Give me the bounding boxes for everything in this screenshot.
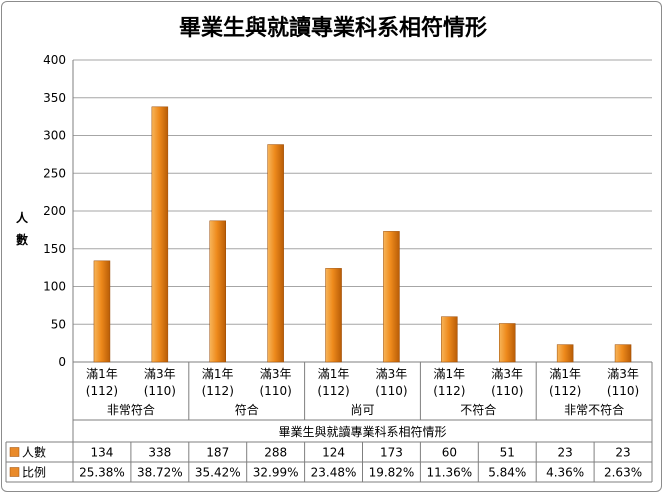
- table-cell: 187: [206, 446, 229, 460]
- y-tick-label: 100: [43, 280, 66, 294]
- legend-swatch: [9, 467, 20, 477]
- x-category-label: 滿1年: [549, 367, 581, 381]
- legend-series-name: 比例: [22, 466, 46, 480]
- legend-series-name: 人數: [22, 446, 46, 460]
- table-cell: 2.63%: [604, 466, 642, 480]
- table-cell: 35.42%: [195, 466, 241, 480]
- table-cell: 338: [148, 446, 171, 460]
- table-cell: 124: [322, 446, 345, 460]
- x-category-sublabel: (110): [375, 384, 407, 398]
- legend-swatch: [9, 447, 20, 457]
- y-label-char: 數: [16, 232, 28, 247]
- table-cell: 23.48%: [311, 466, 357, 480]
- x-category-label: 滿1年: [318, 367, 350, 381]
- table-cell: 5.84%: [488, 466, 526, 480]
- bar: [499, 323, 516, 363]
- bar: [267, 144, 284, 363]
- x-category-label: 滿1年: [86, 367, 118, 381]
- y-axis-ticks: 0 50 100 150 200 250 300 350 400: [43, 53, 66, 369]
- x-category-label: 滿1年: [202, 367, 234, 381]
- x-group-label: 符合: [235, 402, 259, 417]
- y-tick-label: 0: [58, 355, 66, 369]
- y-tick-label: 350: [43, 91, 66, 105]
- table-cell: 134: [90, 446, 113, 460]
- table-cell: 51: [500, 446, 515, 460]
- y-tick-label: 250: [43, 166, 66, 180]
- table-cell: 19.82%: [369, 466, 415, 480]
- x-category-sublabel: (110): [144, 384, 176, 398]
- table-cell: 288: [264, 446, 287, 460]
- y-tick-label: 200: [43, 204, 66, 218]
- x-category-label: 滿1年: [434, 367, 466, 381]
- chart-title: 畢業生與就讀專業科系相符情形: [179, 15, 487, 41]
- x-group-label: 尚可: [350, 403, 374, 417]
- x-category-sublabel: (110): [260, 384, 292, 398]
- bar: [93, 260, 111, 363]
- bar: [441, 316, 458, 363]
- x-category-label: 滿3年: [376, 367, 408, 381]
- x-category-label: 滿3年: [144, 367, 176, 381]
- data-table: 人數 134 338 187 288 124 173 60 51 23 23 比例 25.38% 38.7…: [5, 441, 653, 483]
- bar: [209, 220, 226, 363]
- y-tick-label: 400: [43, 53, 66, 67]
- x-category-label: 滿3年: [260, 367, 292, 381]
- bars: [93, 106, 632, 363]
- x-group-label: 非常符合: [107, 402, 155, 417]
- x-category-sublabel: (112): [549, 384, 581, 398]
- table-cell: 11.36%: [426, 466, 472, 480]
- table-cell: 23: [558, 446, 573, 460]
- bar: [325, 268, 342, 363]
- gridlines: [72, 59, 652, 363]
- y-axis-label: 人數: [16, 210, 29, 247]
- y-tick-label: 150: [43, 242, 66, 256]
- x-group-label: 非常不符合: [564, 402, 624, 417]
- table-cell: 60: [442, 446, 457, 460]
- x-category-sublabel: (112): [433, 384, 465, 398]
- x-category-sublabel: (112): [86, 384, 118, 398]
- x-category-label: 滿3年: [491, 367, 523, 381]
- x-category-sublabel: (112): [317, 384, 349, 398]
- bar: [556, 344, 574, 363]
- table-cell: 23: [615, 446, 630, 460]
- table-cell: 38.72%: [137, 466, 183, 480]
- x-group-label: 不符合: [460, 402, 496, 417]
- table-cell: 25.38%: [79, 466, 125, 480]
- table-cell: 173: [380, 446, 403, 460]
- table-cell: 32.99%: [253, 466, 299, 480]
- y-tick-label: 300: [43, 129, 66, 143]
- bar: [383, 231, 400, 363]
- bar: [151, 106, 169, 363]
- y-tick-label: 50: [51, 317, 66, 331]
- x-axis-title: 畢業生與就讀專業科系相符情形: [278, 424, 446, 439]
- x-category-sublabel: (110): [491, 384, 523, 398]
- bar: [614, 344, 632, 363]
- x-category-sublabel: (112): [202, 384, 234, 398]
- x-category-sublabel: (110): [607, 384, 639, 398]
- x-category-label: 滿3年: [607, 367, 639, 381]
- y-label-char: 人: [16, 210, 29, 225]
- x-axis-categories: 滿1年(112)滿3年(110)非常符合滿1年(112)滿3年(110)符合滿1…: [72, 362, 653, 442]
- table-cell: 4.36%: [546, 466, 584, 480]
